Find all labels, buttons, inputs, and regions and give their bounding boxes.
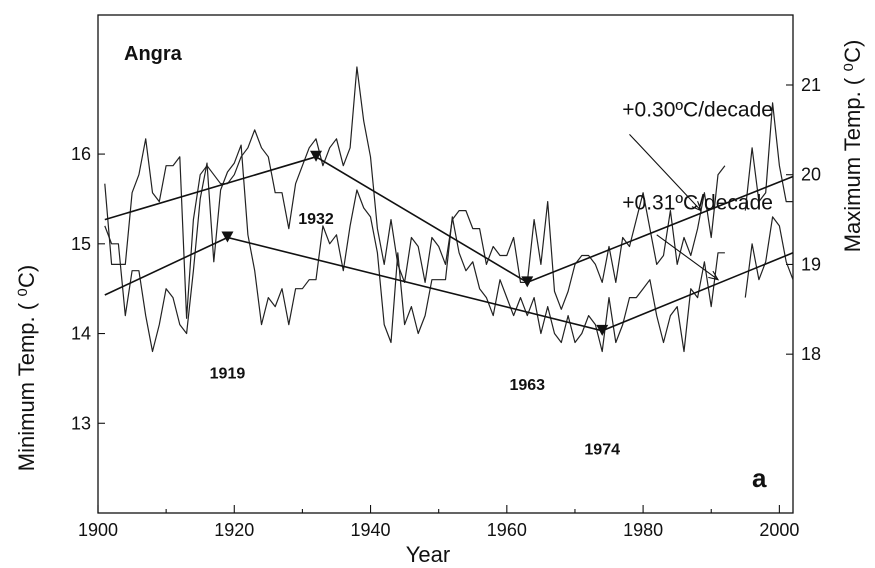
breakpoint-marker	[596, 324, 609, 336]
breakpoint-marker	[221, 231, 234, 243]
right-tick-label: 20	[801, 165, 821, 185]
right-axis-ticks: 18 19 20 21	[786, 75, 821, 364]
x-tick-label: 1920	[214, 520, 254, 540]
x-axis-ticks: 1900 1920 1940 1960 1980 2000	[78, 505, 799, 540]
breakpoint-year-label: 1963	[509, 377, 545, 394]
left-axis-title: Minimum Temp. ( ⁰C)	[14, 265, 39, 471]
left-tick-label: 15	[71, 234, 91, 254]
min-temp-trend-line	[104, 236, 794, 332]
x-tick-label: 2000	[759, 520, 799, 540]
right-tick-label: 18	[801, 344, 821, 364]
left-tick-label: 14	[71, 324, 91, 344]
breakpoint-marker	[310, 150, 323, 162]
left-axis-ticks: 13 14 15 16	[71, 144, 105, 433]
right-axis-title: Maximum Temp. ( ⁰C)	[840, 40, 865, 253]
trend-rate-label: +0.30ºC/decade	[622, 98, 773, 121]
panel-label: a	[752, 463, 767, 493]
trend-rate-arrow	[629, 133, 702, 211]
x-tick-label: 1960	[487, 520, 527, 540]
left-tick-label: 16	[71, 144, 91, 164]
left-tick-label: 13	[71, 413, 91, 433]
annotation-layer: +0.30ºC/decade +0.31ºC/decade	[622, 98, 773, 281]
station-label: Angra	[124, 43, 183, 65]
x-tick-label: 1940	[351, 520, 391, 540]
right-tick-label: 19	[801, 254, 821, 274]
trend-rate-arrowhead	[708, 270, 720, 281]
x-axis-title: Year	[406, 542, 450, 567]
right-tick-label: 21	[801, 75, 821, 95]
x-tick-label: 1980	[623, 520, 663, 540]
min-temp-series-line	[104, 144, 794, 353]
breakpoint-layer: 1932 1963 1919 1974	[210, 150, 620, 459]
breakpoint-year-label: 1932	[298, 211, 334, 228]
breakpoint-marker	[521, 276, 534, 288]
breakpoint-year-label: 1974	[584, 442, 620, 459]
trend-layer	[104, 155, 794, 332]
x-tick-label: 1900	[78, 520, 118, 540]
max-temp-trend-line	[104, 155, 794, 284]
trend-rate-arrowhead	[691, 201, 702, 212]
trend-rate-label: +0.31ºC/decade	[622, 192, 773, 215]
trend-rate-arrow	[656, 234, 719, 281]
breakpoint-year-label: 1919	[210, 365, 246, 382]
